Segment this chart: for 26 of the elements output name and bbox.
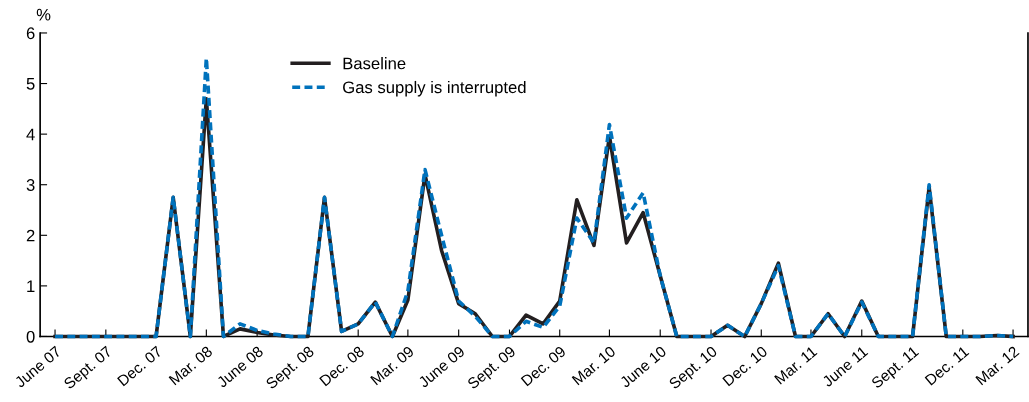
x-tick-label: Dec. 10 (722, 345, 769, 387)
x-tick-label: Dec. 08 (319, 345, 365, 387)
x-tick-label: Dec. 11 (924, 345, 970, 386)
x-tick-label: June 07 (13, 345, 62, 389)
x-tick-label: Mar. 08 (168, 345, 214, 386)
x-tick-label: Dec. 07 (116, 345, 163, 387)
x-tick-label: Mar. 10 (571, 345, 617, 386)
y-tick-label: 6 (26, 27, 35, 40)
x-tick-label: June 11 (821, 345, 869, 388)
y-tick-label: 0 (26, 330, 35, 343)
x-tick-label: Mar. 11 (774, 345, 818, 385)
y-axis-title: % (36, 8, 51, 21)
x-tick-label: Dec. 09 (520, 345, 567, 387)
y-tick-label: 3 (26, 179, 35, 191)
x-tick-label: Sept. 07 (63, 345, 115, 392)
x-tick-label: Mar. 12 (975, 345, 1020, 386)
y-tick-label: 4 (26, 128, 35, 141)
y-tick-label: 1 (27, 280, 35, 292)
y-tick-label: 2 (26, 229, 35, 242)
x-tick-label: June 08 (215, 345, 264, 389)
x-tick-label: Mar. 09 (370, 345, 415, 386)
legend-label: Gas supply is interrupted (343, 80, 526, 97)
y-tick-label: 5 (26, 78, 35, 90)
x-tick-label: June 10 (619, 345, 667, 389)
x-tick-label: June 09 (417, 345, 466, 389)
legend-label: Baseline (343, 57, 406, 70)
